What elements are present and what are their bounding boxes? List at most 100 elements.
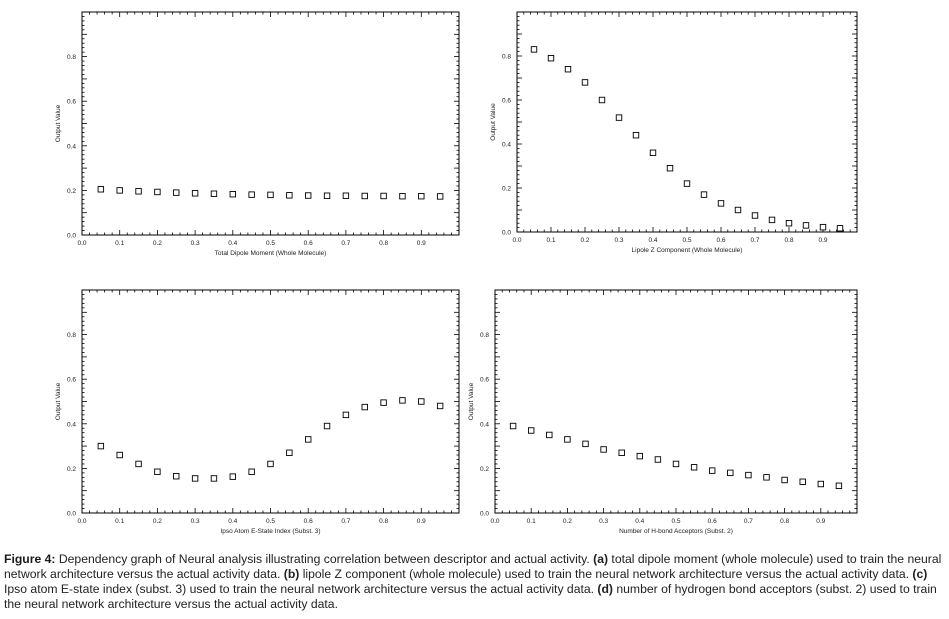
caption-label-c: (c) <box>912 567 928 581</box>
data-point <box>547 55 555 62</box>
data-point <box>154 188 161 196</box>
x-tick-label: 0.0 <box>512 237 521 244</box>
data-point <box>267 191 274 199</box>
plot-frame <box>516 11 858 233</box>
data-point <box>191 475 199 482</box>
data-point <box>154 468 161 475</box>
x-tick-label: 0.8 <box>784 237 793 244</box>
data-point <box>768 216 776 224</box>
data-point <box>819 223 827 231</box>
y-axis-label: Output Value <box>468 382 475 420</box>
caption-lead: Figure 4: <box>4 552 56 566</box>
x-tick-label: 0.5 <box>671 518 680 525</box>
data-point <box>600 446 607 453</box>
x-axis-label: Ipso Atom E-State Index (Subst. 3) <box>220 528 320 535</box>
y-tick-label: 0.2 <box>67 466 76 473</box>
x-tick-label: 0.2 <box>563 518 572 525</box>
x-tick-label: 0.0 <box>77 518 86 525</box>
panel-d: 0.0 0.1 0.2 0.3 0.4 0.5 0.6 0.7 0.8 0.9 0.0 0.2 0.4 0… <box>468 289 858 535</box>
x-tick-label: 0.4 <box>228 518 237 525</box>
x-tick-label: 0.6 <box>304 240 313 247</box>
y-tick-label: 0.0 <box>502 230 511 237</box>
x-tick-label: 0.1 <box>115 240 124 247</box>
y-tick-label: 0.6 <box>480 377 489 384</box>
data-point <box>210 475 218 482</box>
y-tick-label: 0.0 <box>67 511 76 518</box>
data-point <box>781 476 788 484</box>
y-tick-label: 0.8 <box>502 54 511 61</box>
data-point <box>654 456 662 463</box>
x-tick-label: 0.8 <box>780 518 789 525</box>
data-point <box>564 65 572 73</box>
data-point <box>799 478 806 485</box>
data-point <box>546 431 553 439</box>
data-point <box>528 427 535 434</box>
data-point <box>191 190 199 197</box>
y-tick-label: 0.4 <box>67 143 76 150</box>
caption-text-c: Ipso atom E-state index (subst. 3) used … <box>4 582 598 596</box>
data-point <box>135 188 142 195</box>
data-point <box>399 192 406 200</box>
y-tick-label: 0.8 <box>67 54 76 61</box>
x-tick-label: 0.0 <box>490 518 499 525</box>
x-tick-label: 0.3 <box>191 518 200 525</box>
data-point <box>636 452 643 460</box>
y-tick-label: 0.4 <box>67 421 76 428</box>
data-point <box>709 467 716 474</box>
data-point <box>97 442 105 450</box>
panel-c: 0.0 0.1 0.2 0.3 0.4 0.5 0.6 0.7 0.8 0.9 0.0 0.2 0.4 0… <box>55 289 460 535</box>
data-point <box>286 192 293 199</box>
x-axis-label: Number of H-bond Acceptors (Subst. 2) <box>619 528 733 535</box>
y-axis-label: Output Value <box>490 103 497 141</box>
x-tick-label: 0.2 <box>580 237 589 244</box>
data-point <box>418 398 425 405</box>
plot-frame <box>81 11 460 236</box>
x-tick-label: 0.1 <box>115 518 124 525</box>
data-point <box>717 200 725 207</box>
caption-text-b: lipole Z component (whole molecule) used… <box>299 567 913 581</box>
data-point <box>305 436 312 443</box>
x-tick-label: 0.0 <box>77 240 86 247</box>
figure-caption: Figure 4: Dependency graph of Neural ana… <box>4 552 946 612</box>
x-tick-label: 0.9 <box>417 240 426 247</box>
x-tick-label: 0.1 <box>546 237 555 244</box>
data-point <box>836 225 844 232</box>
data-point <box>618 449 625 456</box>
data-point <box>210 190 218 197</box>
x-tick-label: 0.8 <box>379 518 388 525</box>
x-tick-label: 0.8 <box>379 240 388 247</box>
data-point <box>672 460 680 468</box>
data-point <box>323 192 331 199</box>
data-point <box>248 468 255 475</box>
data-point <box>598 96 606 104</box>
data-point <box>745 471 752 479</box>
x-tick-label: 0.3 <box>614 237 623 244</box>
y-tick-label: 0.6 <box>67 99 76 106</box>
x-tick-label: 0.3 <box>191 240 200 247</box>
x-tick-label: 0.2 <box>153 240 162 247</box>
x-tick-label: 0.4 <box>635 518 644 525</box>
y-tick-label: 0.8 <box>480 332 489 339</box>
data-point <box>418 192 425 200</box>
caption-intro: Dependency graph of Neural analysis illu… <box>55 552 594 566</box>
y-tick-label: 0.4 <box>480 421 489 428</box>
x-tick-label: 0.6 <box>716 237 725 244</box>
x-tick-label: 0.7 <box>341 518 350 525</box>
panel-b: 0.0 0.1 0.2 0.3 0.4 0.5 0.6 0.7 0.8 0.9 0.0 0.2 0.4 0… <box>490 11 858 254</box>
data-point <box>342 192 350 199</box>
data-point <box>229 190 237 198</box>
x-tick-label: 0.4 <box>228 240 237 247</box>
data-point <box>727 469 734 477</box>
figure-panels: 0.0 0.1 0.2 0.3 0.4 0.5 0.6 0.7 0.8 0.9 0.0 0.2 0.4 0… <box>55 11 858 535</box>
x-tick-label: 0.9 <box>818 237 827 244</box>
x-tick-label: 0.5 <box>266 518 275 525</box>
data-point <box>530 46 538 53</box>
x-tick-label: 0.6 <box>304 518 313 525</box>
y-tick-label: 0.8 <box>67 332 76 339</box>
x-axis-label: Total Dipole Moment (Whole Molecule) <box>215 250 327 257</box>
data-point <box>751 212 759 219</box>
data-point <box>116 451 123 459</box>
data-point <box>649 149 657 157</box>
x-tick-label: 0.1 <box>527 518 536 525</box>
data-point <box>802 222 810 229</box>
